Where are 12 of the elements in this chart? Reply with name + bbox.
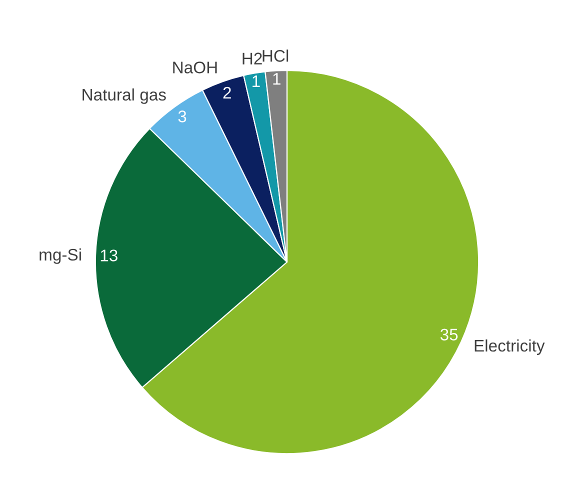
data-label: 3 bbox=[178, 110, 186, 122]
data-label: 13 bbox=[100, 250, 118, 262]
slice-label: H2 bbox=[242, 52, 262, 64]
data-label: 35 bbox=[440, 328, 458, 341]
data-label: 1 bbox=[273, 73, 280, 85]
slice-label: HCl bbox=[262, 50, 288, 62]
slice-label: Electricity bbox=[474, 339, 545, 355]
slice-label: mg-Si bbox=[40, 248, 81, 264]
data-label: 1 bbox=[252, 76, 260, 87]
data-label: 2 bbox=[223, 86, 231, 98]
slice-label: NaOH bbox=[173, 62, 217, 74]
slice-label: Natural gas bbox=[82, 88, 166, 104]
